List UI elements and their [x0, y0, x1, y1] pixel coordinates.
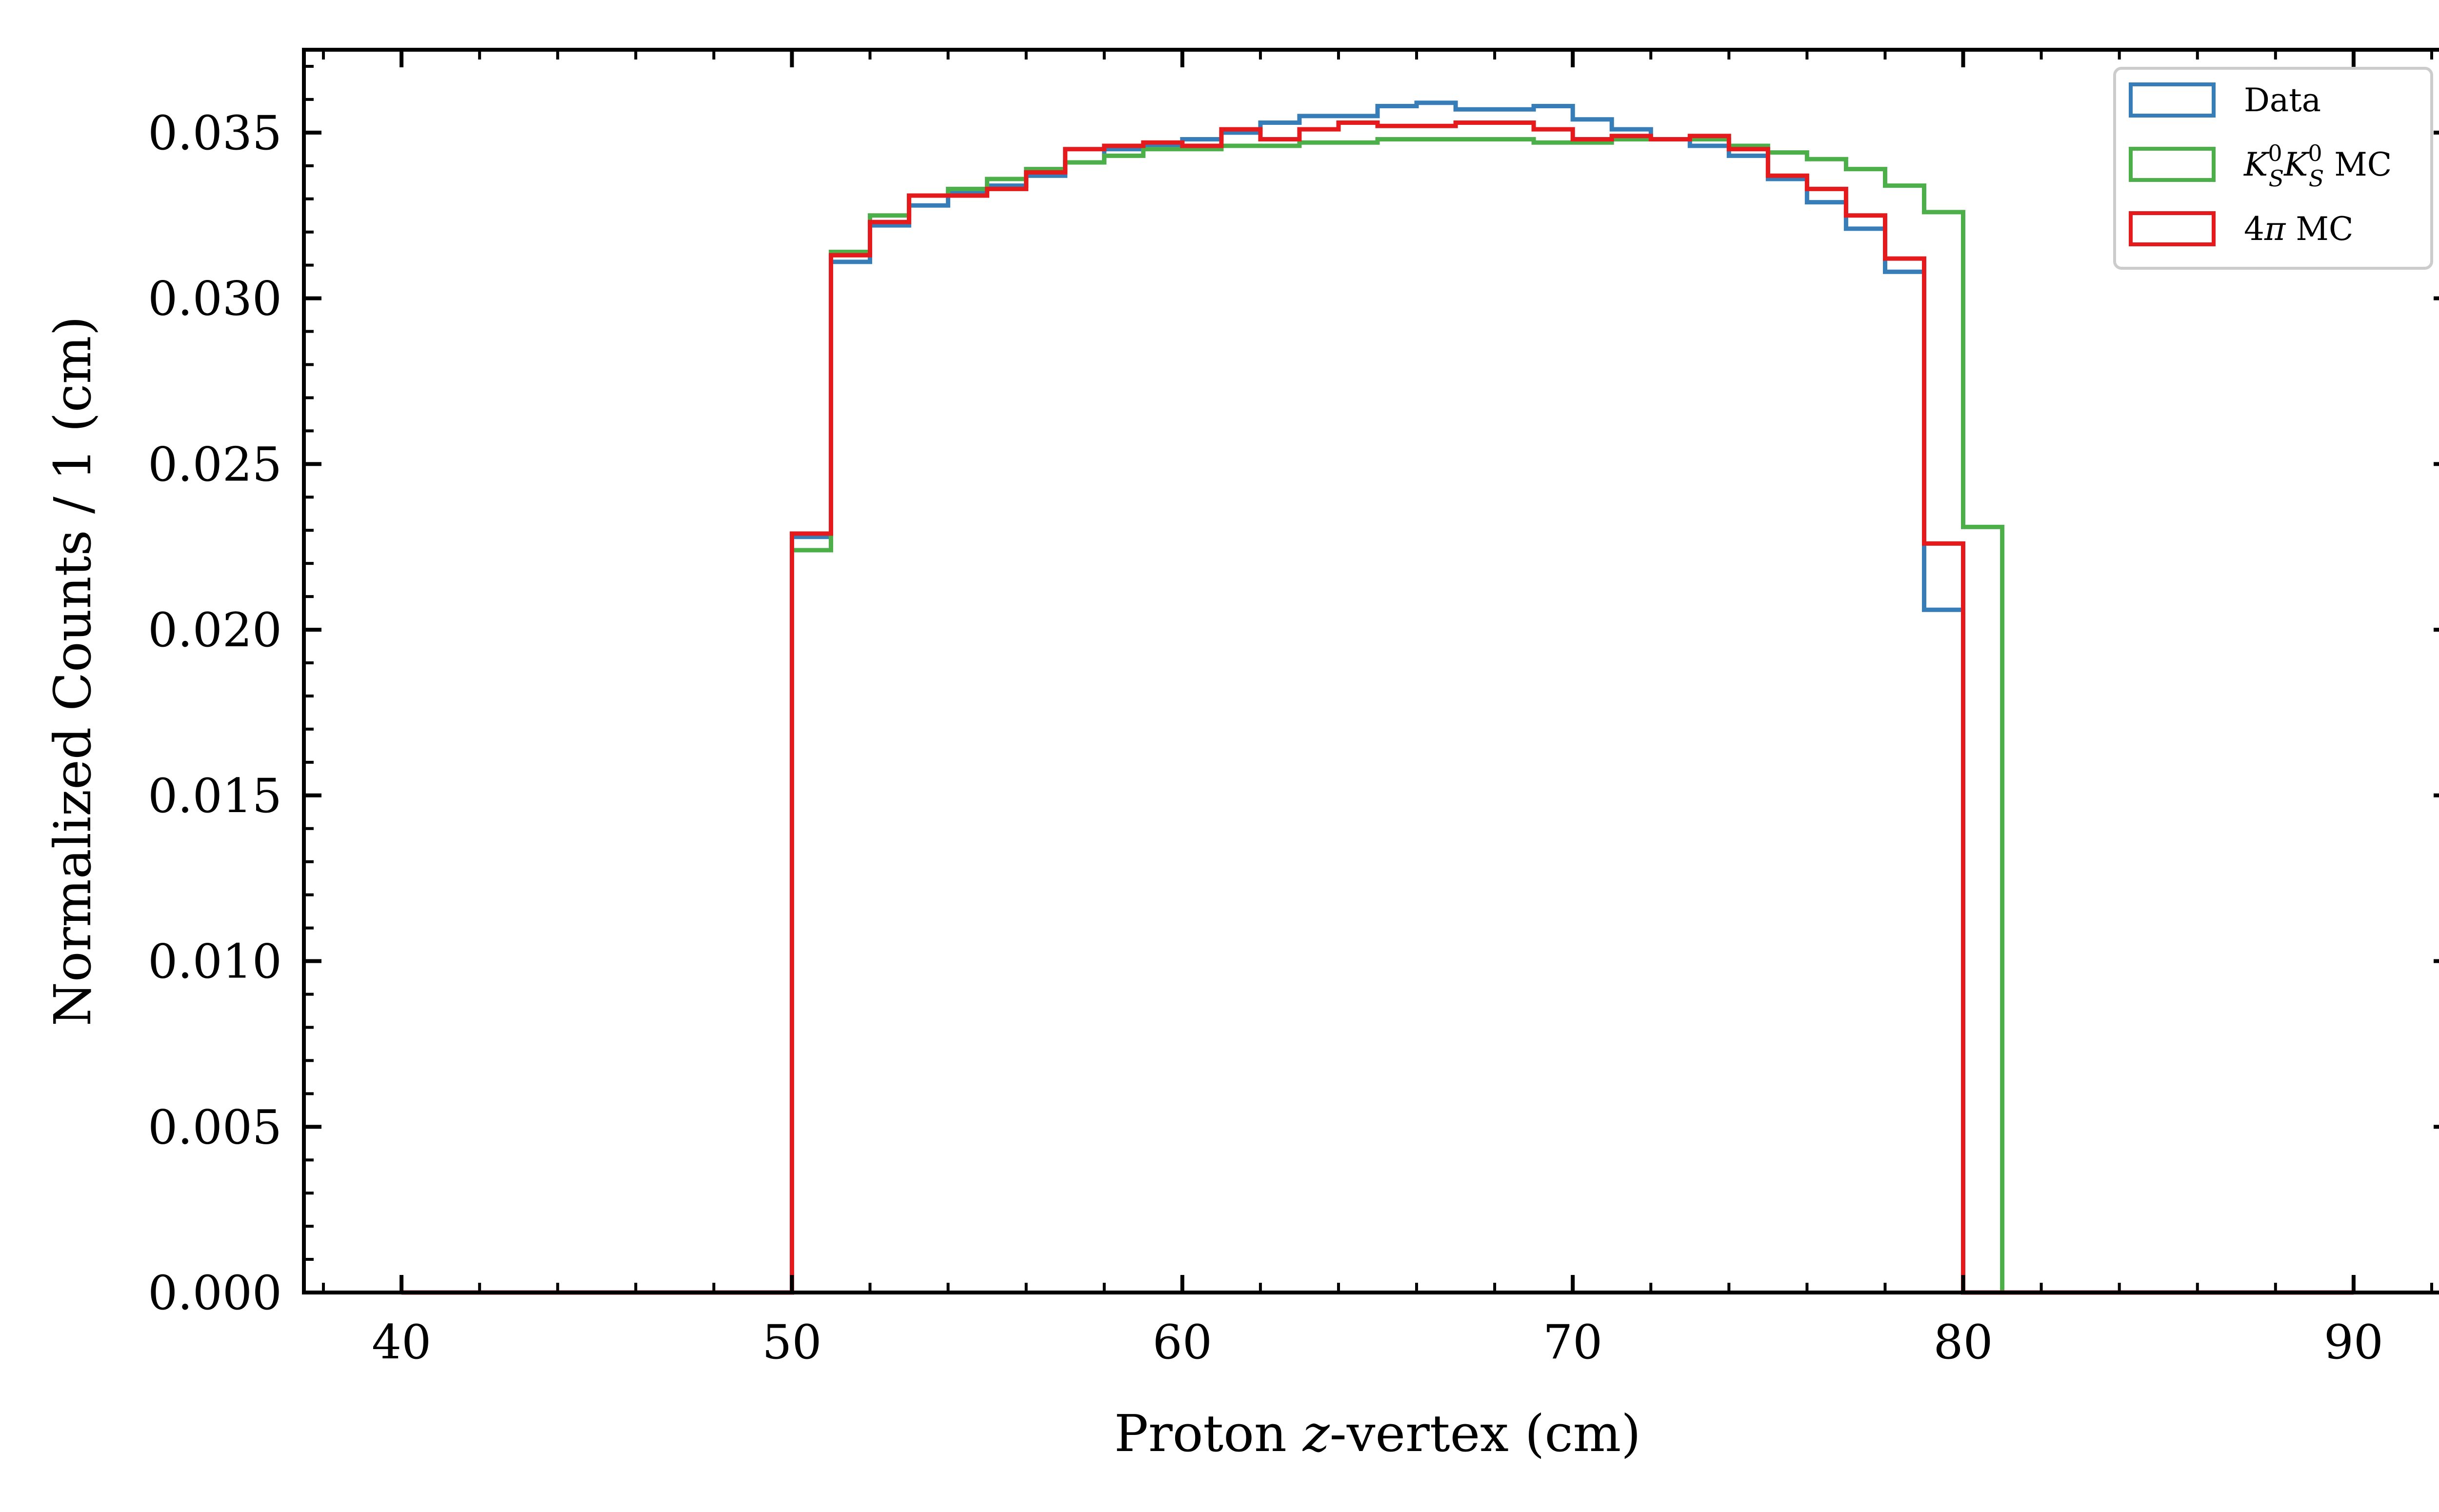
legend-4pi-suffix: MC — [2285, 210, 2353, 248]
legend-4pi-pi: π — [2264, 210, 2286, 248]
legend-ksks-sub2: S — [2309, 165, 2324, 192]
x-tick-label: 80 — [1933, 1315, 1993, 1370]
x-tick-label: 70 — [1543, 1315, 1602, 1370]
y-axis-title: Normalized Counts / 1 (cm) — [43, 316, 102, 1026]
legend-label-4pi-mc: 4π MC — [2244, 210, 2353, 248]
x-tick-label: 40 — [372, 1315, 431, 1370]
legend-ksks-sup1: 0 — [2268, 140, 2282, 166]
legend-label-data: Data — [2244, 81, 2321, 119]
legend-label-ksks-mc: K0 SK0 S MC — [2243, 140, 2392, 192]
legend: Data K0 SK0 S MC 4π MC — [2113, 67, 2433, 270]
x-axis-title: Proton z-vertex (cm) — [1114, 1404, 1641, 1463]
y-tick-label: 0.015 — [148, 769, 282, 823]
legend-ksks-k2: K — [2283, 146, 2310, 183]
y-tick-label: 0.025 — [148, 437, 282, 492]
y-tick-label: 0.010 — [148, 935, 282, 989]
legend-entry-4pi-mc: 4π MC — [2129, 210, 2353, 248]
legend-ksks-sub1: S — [2269, 165, 2284, 192]
legend-entry-ksks-mc: K0 SK0 S MC — [2129, 140, 2392, 192]
x-tick-label: 90 — [2324, 1315, 2383, 1370]
legend-box — [2113, 67, 2433, 270]
plot-frame — [302, 48, 2439, 1294]
x-axis-title-after: -vertex (cm) — [1330, 1404, 1641, 1463]
series-layer — [401, 100, 2354, 1295]
x-axis-title-before: Proton — [1114, 1404, 1303, 1463]
x-tick-label: 60 — [1153, 1315, 1212, 1370]
tick-labels-layer: 40 50 60 70 80 900.0000.0050.0100.0150.0200.0… — [148, 106, 2383, 1370]
legend-ksks-k1: K — [2243, 146, 2270, 183]
legend-swatch-4pi-mc — [2129, 211, 2216, 246]
legend-ksks-suffix: MC — [2324, 146, 2392, 183]
legend-4pi-number: 4 — [2244, 210, 2264, 248]
y-tick-label: 0.005 — [148, 1100, 282, 1154]
legend-ksks-sup2: 0 — [2308, 140, 2322, 166]
y-tick-label: 0.030 — [148, 272, 282, 326]
y-tick-label: 0.035 — [148, 106, 282, 160]
legend-swatch-ksks-mc — [2129, 147, 2216, 182]
y-tick-label: 0.000 — [148, 1266, 282, 1320]
legend-swatch-data — [2129, 82, 2216, 118]
series-line-2 — [401, 120, 2354, 1295]
legend-entry-data: Data — [2129, 81, 2321, 119]
y-tick-label: 0.020 — [148, 603, 282, 657]
x-tick-label: 50 — [762, 1315, 821, 1370]
series-line-0 — [401, 100, 2354, 1295]
x-axis-title-variable: z — [1302, 1404, 1330, 1463]
